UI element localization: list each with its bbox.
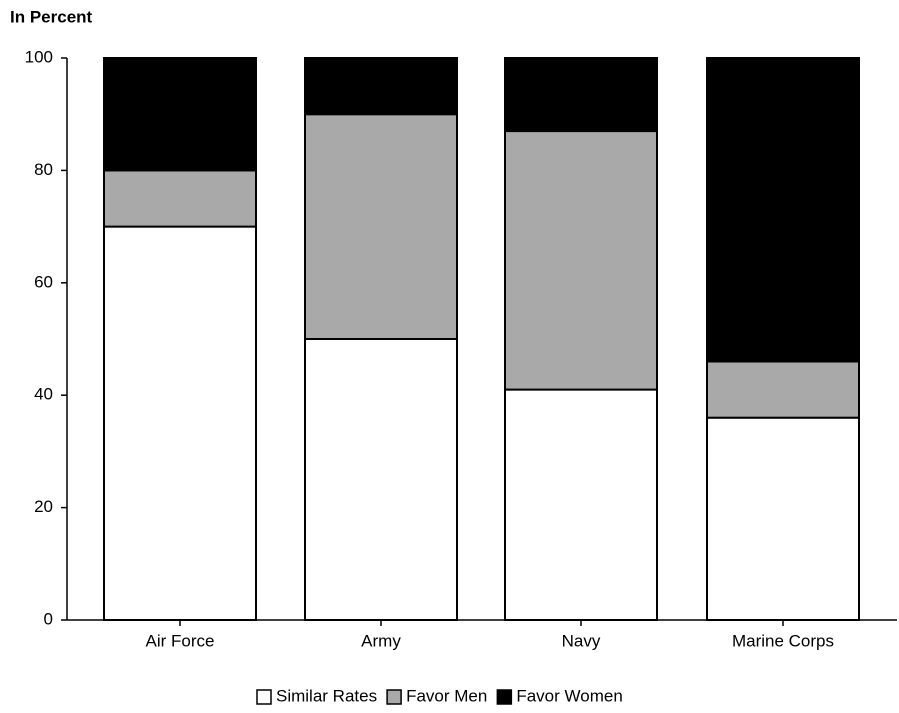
bar-segment [304,57,458,116]
y-tick-label: 20 [34,497,53,516]
bar-segment [304,338,458,621]
bar-segment [706,360,860,419]
y-tick-label: 40 [34,385,53,404]
bar-segment [706,57,860,363]
legend-swatch [256,689,272,705]
bar-segment [504,57,658,133]
legend-label: Similar Rates [276,686,377,705]
x-tick-label: Navy [562,631,601,650]
y-tick-label: 100 [25,47,53,66]
bar-segment [706,416,860,621]
y-tick-label: 80 [34,160,53,179]
x-tick-label: Air Force [146,631,215,650]
legend-swatch [496,689,513,705]
legend-label: Favor Men [406,686,487,705]
bar-segment [103,225,257,621]
x-tick-label: Army [361,631,401,650]
x-tick-label: Marine Corps [732,631,834,650]
bar-segment [103,169,257,228]
y-tick-label: 0 [44,609,53,628]
bar-segment [504,388,658,621]
legend-label: Favor Women [516,686,622,705]
legend: Similar Rates Favor Men Favor Women [256,686,623,705]
legend-swatch [386,689,402,705]
y-tick-label: 60 [34,272,53,291]
bar-segment [504,130,658,391]
bar-segment [304,113,458,340]
bar-segment [103,57,257,172]
axis-label: In Percent [10,7,93,26]
